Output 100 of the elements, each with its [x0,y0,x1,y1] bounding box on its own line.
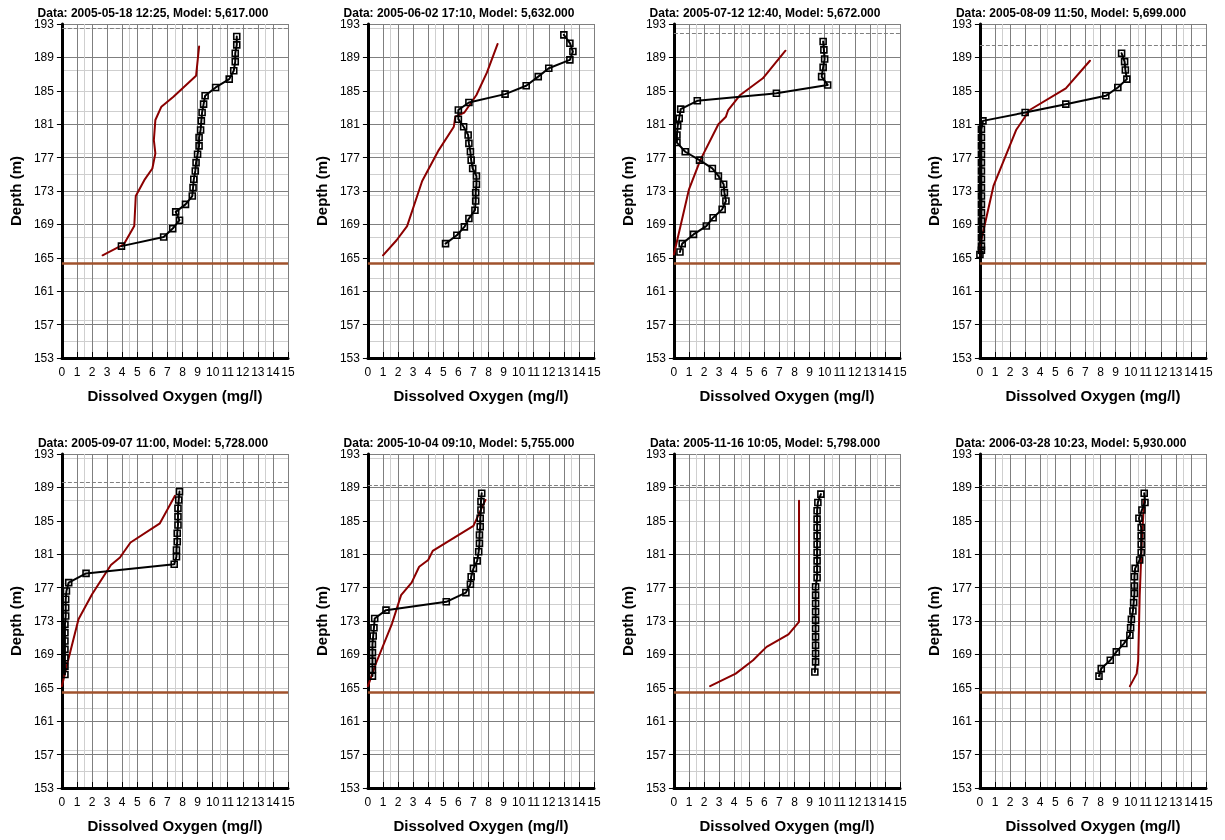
x-tick-label: 11 [833,795,847,809]
x-tick-label: 0 [670,365,678,379]
point [1138,506,1146,514]
x-tick-label: 14 [878,365,892,379]
x-tick-label: 2 [88,365,96,379]
point [1129,607,1137,615]
y-tick-label: 169 [339,217,361,232]
x-axis-title: Dissolved Oxygen (mg/l) [87,817,263,834]
y-tick-label: 177 [339,580,361,595]
x-tick-label: 8 [1097,795,1105,809]
point [977,242,986,250]
x-tick-label: 0 [364,795,372,809]
point [454,106,463,114]
x-tick-label: 11 [1139,795,1153,809]
y-tick-label: 161 [951,714,973,729]
x-tick-label: 1 [991,795,999,809]
x-tick-label: 10 [817,795,832,809]
point [976,250,984,259]
x-tick-label: 1 [73,365,81,379]
point [1101,92,1110,100]
point [813,540,821,548]
chart-title: Data: 2005-09-07 11:00, Model: 5,728.000 [37,436,269,450]
point [1137,548,1145,557]
x-tick-label: 12 [848,795,862,809]
x-tick-label: 12 [236,795,250,809]
y-tick-label: 173 [33,184,55,198]
chart-title: Data: 2005-06-02 17:10, Model: 5,632.000 [343,6,575,20]
line-series [709,499,801,688]
point [819,37,827,46]
x-tick-label: 15 [587,795,601,809]
x-tick-label: 9 [1112,795,1120,809]
y-tick-label: 165 [339,680,361,695]
x-tick-label: 4 [118,365,126,379]
y-tick-label: 193 [33,447,55,461]
point [159,233,168,241]
y-tick-label: 157 [339,747,361,762]
point [1135,514,1143,523]
x-tick-label: 9 [806,795,814,809]
y-tick-label: 173 [951,184,973,198]
point [977,233,986,242]
y-tick-label: 161 [951,284,973,299]
x-tick-label: 5 [1051,795,1059,809]
point [977,200,986,209]
point [382,606,390,614]
y-tick-label: 161 [645,714,667,729]
point [175,216,184,225]
y-tick-label: 157 [645,747,667,762]
x-tick-label: 3 [103,365,111,379]
point [811,616,820,624]
point [813,532,821,540]
x-tick-label: 7 [470,365,478,379]
chart-title: Data: 2005-10-04 09:10, Model: 5,755.000 [343,436,575,450]
point [811,649,820,658]
point [569,47,577,56]
point [1137,523,1145,532]
point [811,668,819,676]
x-tick-label: 10 [205,365,220,379]
point [813,557,821,565]
x-tick-label: 4 [1036,365,1044,379]
y-tick-label: 157 [33,317,55,332]
point [708,164,717,173]
y-tick-label: 157 [951,747,973,762]
x-tick-label: 1 [685,795,693,809]
point [977,158,986,167]
y-axis-title: Depth (m) [313,586,330,656]
y-tick-label: 177 [645,580,667,595]
y-tick-label: 177 [33,150,55,165]
point [441,239,450,248]
x-tick-label: 6 [149,365,157,379]
x-tick-label: 9 [500,795,508,809]
x-tick-label: 11 [221,795,235,809]
y-tick-label: 185 [339,83,361,98]
point [462,588,470,597]
x-tick-label: 0 [670,795,678,809]
x-tick-label: 12 [1154,365,1168,379]
y-tick-label: 169 [33,217,55,232]
x-tick-label: 14 [572,795,586,809]
point [813,515,821,523]
x-tick-label: 14 [878,795,892,809]
y-tick-label: 185 [33,83,55,98]
point [472,180,481,189]
point [459,122,468,131]
x-tick-label: 1 [991,365,999,379]
point [1137,540,1145,548]
y-tick-label: 177 [951,150,973,165]
point [977,167,986,175]
x-tick-label: 6 [1067,365,1075,379]
point [811,633,820,641]
chart-title: Data: 2005-08-09 11:50, Model: 5,699.000 [955,6,1187,20]
point [819,63,827,72]
point [469,564,478,573]
x-tick-label: 2 [1006,795,1014,809]
y-axis-title: Depth (m) [313,156,330,226]
point [211,83,220,92]
point [977,150,986,159]
y-tick-label: 193 [339,447,361,461]
x-tick-label: 3 [409,365,417,379]
y-tick-label: 193 [339,17,361,31]
x-tick-label: 11 [833,365,847,379]
chart-title: Data: 2006-03-28 10:23, Model: 5,930.000 [955,436,1187,450]
